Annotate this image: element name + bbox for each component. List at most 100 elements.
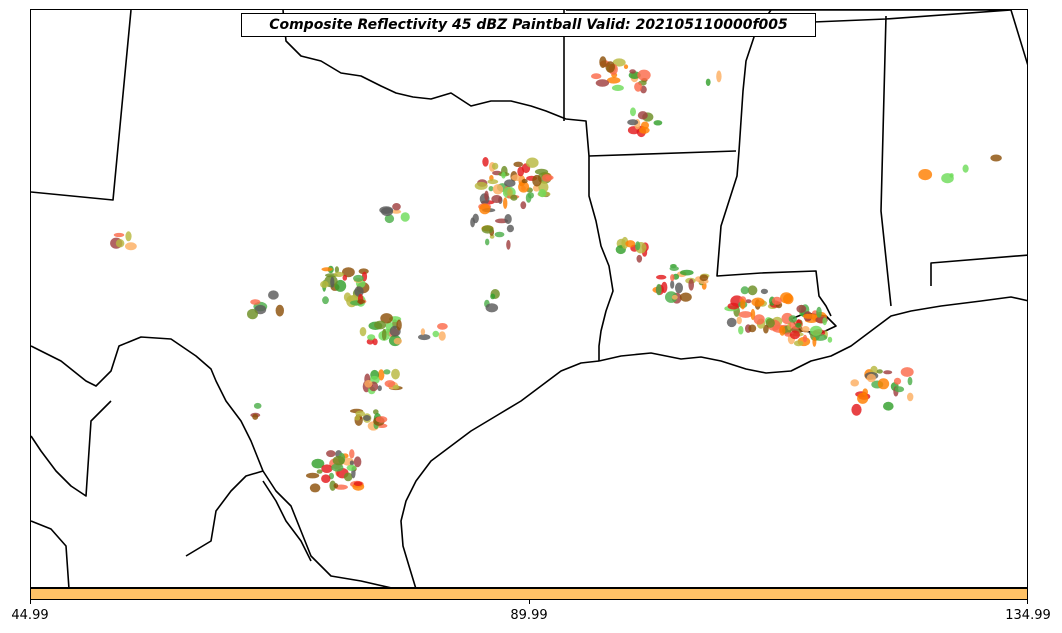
- storm-cell: [377, 385, 382, 392]
- storm-cell: [343, 292, 352, 302]
- storm-cell: [332, 455, 345, 466]
- storm-cell: [384, 214, 395, 224]
- storm-cell: [504, 179, 516, 187]
- storm-cell: [113, 232, 125, 238]
- storm-cell: [962, 164, 969, 173]
- storm-cell: [355, 410, 366, 417]
- storm-cell: [503, 197, 508, 209]
- state-border-al-ga: [1010, 10, 1027, 66]
- map-canvas: [31, 10, 1027, 587]
- storm-cell: [740, 286, 749, 295]
- storm-cell: [675, 282, 683, 294]
- storm-cell: [359, 327, 367, 337]
- colorbar-tick-label-mid: 89.99: [510, 608, 548, 623]
- storm-cell: [699, 274, 709, 282]
- storm-cell: [738, 325, 744, 335]
- storm-cell: [420, 328, 426, 336]
- storm-cell: [670, 280, 675, 289]
- border-mexico-west: [31, 520, 70, 587]
- storm-cell: [437, 323, 448, 330]
- storm-cell: [669, 266, 679, 271]
- storm-cell: [599, 56, 607, 68]
- storm-cell: [384, 380, 396, 388]
- storm-cell: [716, 70, 722, 83]
- storm-cell: [789, 330, 801, 340]
- storm-cell: [363, 415, 371, 421]
- storm-cell: [748, 324, 757, 333]
- state-border-al-fl: [930, 254, 1027, 286]
- storm-cell: [488, 186, 494, 192]
- border-mexico-south: [31, 400, 112, 497]
- storm-cell: [796, 304, 807, 313]
- storm-cell: [375, 416, 388, 423]
- storm-cell: [349, 460, 354, 466]
- storm-cell: [513, 161, 523, 167]
- storm-cell: [538, 189, 547, 198]
- storm-cell: [809, 325, 823, 336]
- storm-cell: [894, 386, 905, 393]
- storm-cell: [380, 313, 393, 324]
- storm-cell: [850, 379, 859, 387]
- colorbar: [30, 588, 1028, 600]
- storm-cell: [329, 480, 337, 491]
- storm-cell: [780, 292, 793, 304]
- storm-cell: [320, 280, 329, 288]
- border-mexico-nl: [262, 480, 312, 562]
- storm-cell: [630, 107, 636, 117]
- colorbar-tick-mid: [529, 600, 530, 604]
- storm-cell: [333, 271, 344, 277]
- storm-cell: [482, 157, 489, 167]
- storm-cell: [656, 274, 667, 280]
- storm-cell: [353, 456, 362, 468]
- storm-cell: [612, 58, 626, 67]
- storm-cell: [793, 340, 804, 347]
- storm-cell: [393, 337, 402, 345]
- storm-cell: [391, 368, 400, 380]
- storm-cell: [595, 79, 610, 87]
- state-border-tx-la: [588, 156, 614, 361]
- storm-cell: [321, 474, 331, 484]
- coastline-texas: [400, 360, 600, 587]
- storm-cell: [484, 190, 489, 201]
- storm-cell: [671, 294, 678, 300]
- storm-cell: [745, 299, 752, 304]
- storm-cell: [374, 320, 387, 330]
- storm-cell: [517, 166, 525, 177]
- colorbar-tick-label-max: 134.99: [1005, 608, 1051, 623]
- storm-cell: [795, 322, 802, 328]
- state-border-ar-la: [588, 150, 737, 157]
- storm-cell: [803, 313, 817, 319]
- storm-cell: [883, 370, 893, 375]
- storm-cell: [333, 483, 339, 489]
- storm-cell: [321, 267, 333, 272]
- storm-cell: [379, 206, 394, 214]
- colorbar-tick-min: [30, 600, 31, 604]
- storm-cell: [525, 193, 532, 203]
- storm-cell: [907, 392, 914, 402]
- storm-cell: [812, 336, 817, 347]
- storm-cell: [252, 413, 259, 420]
- storm-cell: [688, 278, 694, 291]
- storm-cell: [877, 378, 890, 390]
- storm-cell: [481, 225, 494, 234]
- storm-cell: [400, 212, 410, 222]
- storm-cell: [520, 201, 527, 210]
- storm-cell: [822, 317, 827, 326]
- storm-cell: [342, 267, 355, 278]
- storm-cell: [342, 274, 348, 281]
- storm-cell: [760, 288, 769, 295]
- storm-cell: [501, 171, 506, 179]
- storm-cell: [802, 334, 808, 343]
- storm-cell: [432, 330, 440, 338]
- storm-cell: [680, 269, 694, 276]
- storm-cell: [736, 316, 742, 325]
- storm-cell: [490, 293, 496, 300]
- storm-cell: [816, 306, 822, 318]
- storm-cell: [510, 194, 518, 201]
- storm-cell: [629, 69, 636, 74]
- storm-cell: [383, 369, 391, 375]
- storm-cell: [331, 463, 344, 472]
- colorbar-tick-label-min: 44.99: [11, 608, 49, 623]
- storm-cell: [353, 481, 363, 487]
